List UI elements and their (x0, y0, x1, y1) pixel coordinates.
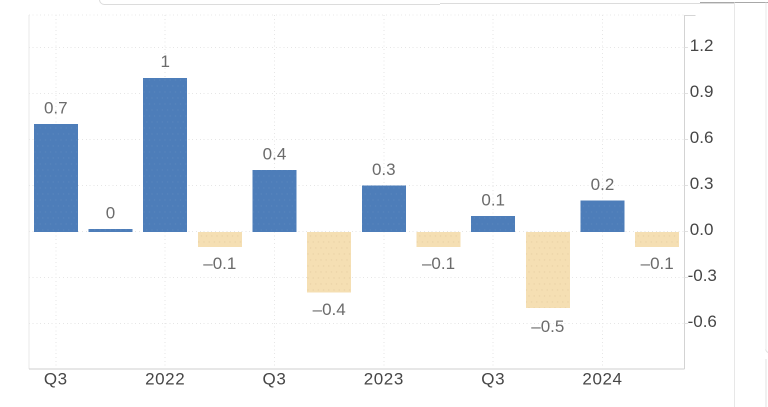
svg-text:Q3: Q3 (481, 369, 505, 388)
svg-text:–0.1: –0.1 (422, 254, 455, 273)
svg-text:2024: 2024 (582, 369, 622, 388)
svg-text:0.0: 0.0 (690, 220, 714, 239)
svg-text:Q3: Q3 (44, 369, 68, 388)
svg-text:–0.1: –0.1 (641, 254, 674, 273)
svg-text:-0.6: -0.6 (688, 312, 717, 331)
svg-text:Q3: Q3 (263, 369, 287, 388)
svg-text:2022: 2022 (145, 369, 185, 388)
svg-text:0.2: 0.2 (591, 175, 615, 194)
svg-text:0.6: 0.6 (690, 128, 714, 147)
svg-text:–0.5: –0.5 (531, 317, 564, 336)
svg-text:0.7: 0.7 (44, 99, 68, 118)
svg-text:0.9: 0.9 (690, 82, 714, 101)
svg-text:0.3: 0.3 (690, 174, 714, 193)
svg-text:1: 1 (160, 52, 169, 71)
svg-text:–0.1: –0.1 (203, 254, 236, 273)
svg-text:-0.3: -0.3 (688, 266, 717, 285)
svg-text:–0.4: –0.4 (313, 300, 346, 319)
svg-text:0: 0 (106, 204, 115, 223)
svg-text:2023: 2023 (364, 369, 404, 388)
svg-text:0.4: 0.4 (263, 145, 287, 164)
svg-text:0.1: 0.1 (481, 191, 505, 210)
svg-text:0.3: 0.3 (372, 160, 396, 179)
svg-text:1.2: 1.2 (690, 36, 714, 55)
